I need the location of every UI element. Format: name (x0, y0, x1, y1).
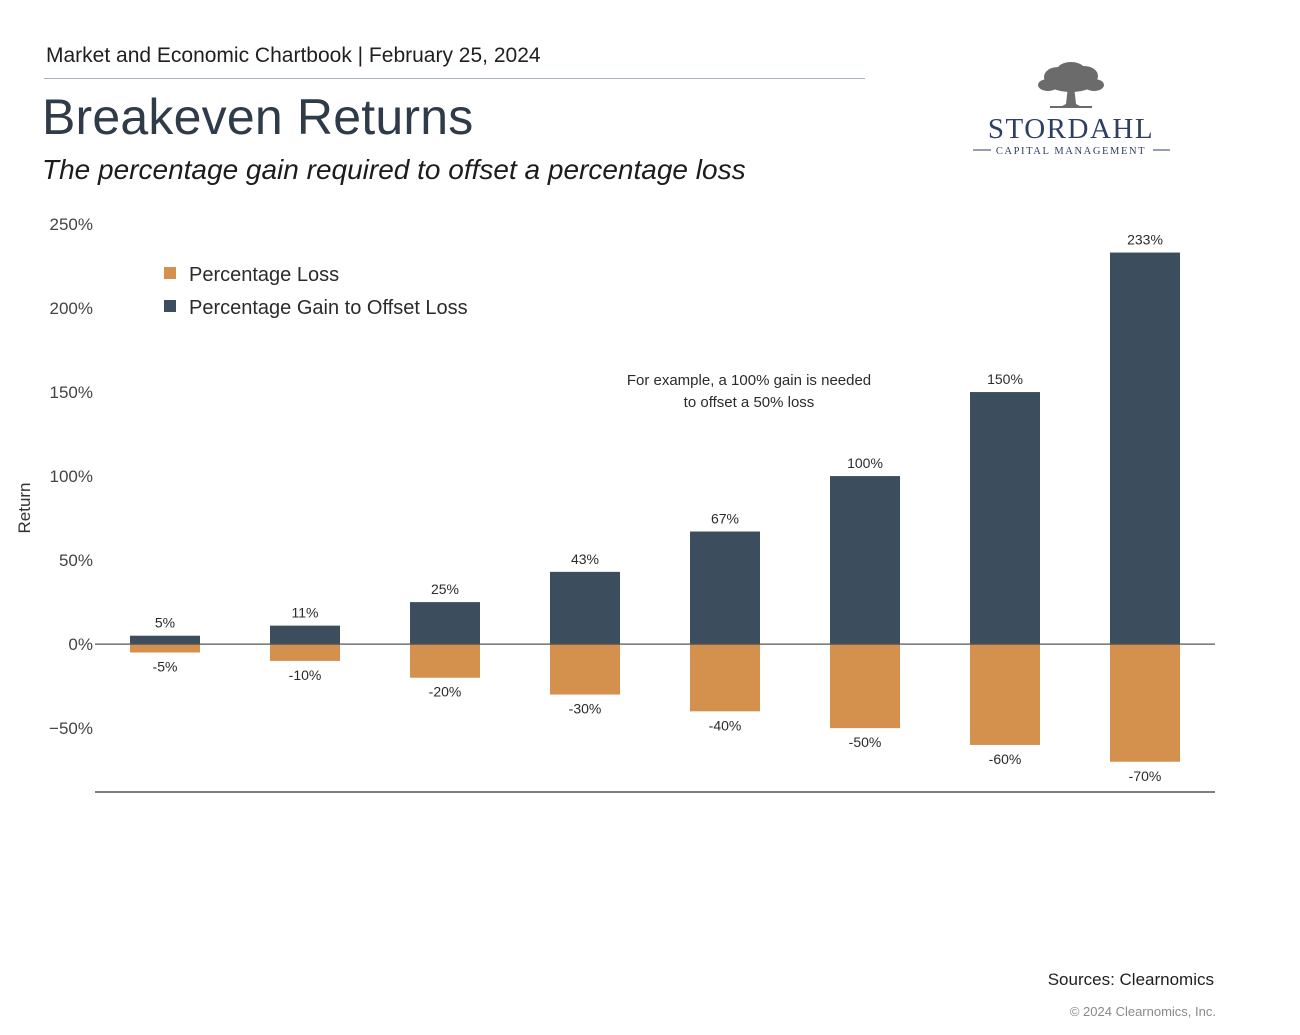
loss-bar-label: -60% (989, 751, 1022, 767)
gain-bar-label: 25% (431, 581, 459, 597)
gain-bar (830, 476, 900, 645)
page-title: Breakeven Returns (42, 89, 474, 145)
loss-bar (410, 644, 480, 678)
gain-bar-label: 233% (1127, 232, 1163, 248)
y-tick-label: 0% (68, 635, 93, 654)
y-tick-label: 150% (50, 383, 93, 402)
legend-label-loss: Percentage Loss (189, 264, 339, 286)
sources-note: Sources: Clearnomics (1047, 970, 1214, 989)
legend-swatch-loss (164, 267, 176, 279)
copyright-note: © 2024 Clearnomics, Inc. (1069, 1004, 1216, 1019)
legend: Percentage Loss Percentage Gain to Offse… (164, 264, 468, 319)
y-tick-label: 200% (50, 299, 93, 318)
loss-bar-label: -40% (709, 717, 742, 733)
loss-bar-label: -30% (569, 701, 602, 717)
gain-bar (550, 571, 620, 645)
gain-bar (1110, 252, 1180, 645)
chart-annotation: For example, a 100% gain is needed to of… (627, 372, 871, 411)
loss-bar (130, 644, 200, 653)
legend-label-gain: Percentage Gain to Offset Loss (189, 297, 468, 319)
gain-bar-label: 67% (711, 511, 739, 527)
gain-bar-label: 5% (155, 615, 175, 631)
loss-bar-label: -10% (289, 667, 322, 683)
y-axis-ticks: 250% 200% 150% 100% 50% 0% −50% (49, 215, 93, 738)
gain-bar (690, 531, 760, 645)
bars-group (130, 252, 1180, 762)
page-subtitle: The percentage gain required to offset a… (42, 154, 746, 185)
annotation-line-2: to offset a 50% loss (684, 394, 815, 411)
header-divider (44, 78, 865, 79)
logo-wordmark: STORDAHL (988, 113, 1154, 145)
gain-bar (270, 625, 340, 645)
oak-tree-icon (1038, 62, 1104, 108)
loss-bar (690, 644, 760, 712)
logo-tagline: CAPITAL MANAGEMENT (996, 146, 1146, 157)
loss-bar-label: -70% (1129, 768, 1162, 784)
chartbook-header: Market and Economic Chartbook | February… (46, 44, 541, 67)
y-tick-label: 100% (50, 467, 93, 486)
loss-bar (1110, 644, 1180, 762)
gain-bar (410, 602, 480, 645)
y-tick-label: 250% (50, 215, 93, 234)
gain-bar (970, 392, 1040, 645)
y-axis-label: Return (15, 482, 34, 533)
gain-bar-label: 150% (987, 371, 1023, 387)
loss-bar-label: -50% (849, 734, 882, 750)
gain-bar-label: 100% (847, 455, 883, 471)
gain-bar (130, 635, 200, 645)
legend-swatch-gain (164, 300, 176, 312)
y-tick-label: 50% (59, 551, 93, 570)
company-logo: STORDAHL CAPITAL MANAGEMENT (960, 60, 1180, 160)
loss-bar (270, 644, 340, 661)
loss-bar (830, 644, 900, 729)
loss-bar-label: -20% (429, 684, 462, 700)
loss-bar-label: -5% (153, 659, 178, 675)
gain-bar-label: 43% (571, 551, 599, 567)
loss-bar (550, 644, 620, 695)
bar-value-labels: 5% -5% 11% -10% 25% -20% 43% -30% 67% -40% 100% -50… (153, 232, 1163, 784)
y-tick-label: −50% (49, 719, 93, 738)
annotation-line-1: For example, a 100% gain is needed (627, 372, 871, 389)
gain-bar-label: 11% (292, 605, 319, 621)
loss-bar (970, 644, 1040, 745)
